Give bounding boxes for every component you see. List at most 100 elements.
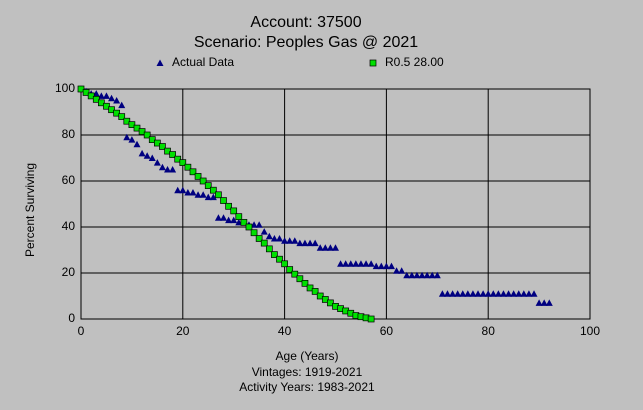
data-point <box>240 219 248 226</box>
y-tick-label: 40 <box>62 219 76 233</box>
y-tick-label: 60 <box>62 173 76 187</box>
data-point <box>260 228 268 235</box>
data-point <box>255 235 263 242</box>
y-tick-label: 0 <box>68 311 75 325</box>
data-point <box>286 266 294 273</box>
data-point <box>133 140 141 148</box>
data-point <box>148 136 156 143</box>
data-point <box>454 290 462 297</box>
data-point <box>520 290 528 297</box>
legend-label: Actual Data <box>172 55 234 69</box>
data-point <box>276 235 284 242</box>
data-point <box>367 315 375 323</box>
data-point <box>215 191 222 199</box>
data-point <box>169 166 177 173</box>
data-point <box>306 239 314 247</box>
data-point <box>530 290 538 297</box>
data-point <box>255 221 263 228</box>
data-point <box>362 260 370 267</box>
data-point <box>154 139 161 147</box>
data-point <box>545 299 553 306</box>
data-point <box>103 102 110 110</box>
data-point <box>92 95 100 103</box>
x-axis-label: Age (Years) <box>276 349 339 363</box>
data-point <box>230 216 238 224</box>
data-point <box>494 290 502 297</box>
data-point <box>87 92 95 100</box>
data-point <box>184 163 192 171</box>
data-point <box>235 213 243 220</box>
data-point <box>499 290 507 297</box>
data-point <box>357 260 365 267</box>
data-point <box>286 237 294 244</box>
y-tick-label: 100 <box>55 81 75 95</box>
data-point <box>189 168 197 176</box>
data-point <box>158 163 166 171</box>
data-point <box>108 94 116 102</box>
data-point <box>372 262 380 270</box>
data-point <box>332 244 339 251</box>
x-tick-label: 60 <box>380 324 394 338</box>
data-point <box>311 288 319 295</box>
data-point <box>184 189 192 196</box>
data-point <box>438 290 446 297</box>
data-point <box>118 113 126 120</box>
data-point <box>102 92 110 99</box>
legend-marker <box>369 59 377 67</box>
note: Activity Years: 1983-2021 <box>239 380 375 394</box>
data-point <box>204 182 212 189</box>
data-point <box>245 223 253 231</box>
data-point <box>153 159 161 166</box>
data-point <box>225 202 232 210</box>
data-point <box>128 136 136 143</box>
data-point <box>525 290 533 297</box>
data-point <box>469 290 477 297</box>
data-point <box>159 143 166 150</box>
x-tick-label: 80 <box>482 324 496 338</box>
data-point <box>214 214 222 221</box>
data-point <box>291 237 299 244</box>
data-point <box>189 189 197 196</box>
data-point <box>479 290 487 297</box>
data-point <box>148 154 156 161</box>
data-point <box>174 186 182 194</box>
data-point <box>194 191 202 198</box>
x-tick-label: 0 <box>78 324 85 338</box>
data-point <box>220 214 228 221</box>
data-point <box>143 152 151 159</box>
data-point <box>199 191 207 198</box>
data-point <box>281 237 289 244</box>
data-point <box>82 89 90 96</box>
data-point <box>306 284 314 292</box>
data-point <box>169 151 176 158</box>
data-point <box>113 109 120 117</box>
data-point <box>342 260 350 267</box>
data-point <box>321 296 329 303</box>
data-point <box>510 290 518 297</box>
data-point <box>194 173 202 180</box>
data-point <box>433 271 441 279</box>
data-point <box>108 106 115 114</box>
data-point <box>199 177 207 185</box>
data-point <box>296 275 304 283</box>
data-point <box>311 239 319 247</box>
data-point <box>209 193 217 201</box>
chart-title: Account: 37500 <box>250 14 361 31</box>
data-point <box>204 193 212 201</box>
y-tick-label: 20 <box>62 265 76 279</box>
data-point <box>260 239 268 247</box>
data-point <box>133 124 141 132</box>
data-point <box>164 166 172 173</box>
data-point <box>387 262 395 270</box>
data-point <box>505 290 513 297</box>
data-point <box>138 149 146 157</box>
data-point <box>296 239 304 247</box>
data-point <box>271 251 278 258</box>
data-point <box>352 260 360 267</box>
data-point <box>398 267 406 274</box>
data-point <box>367 260 375 267</box>
data-point <box>347 260 355 267</box>
legend-marker <box>156 59 164 66</box>
data-point <box>316 244 324 251</box>
